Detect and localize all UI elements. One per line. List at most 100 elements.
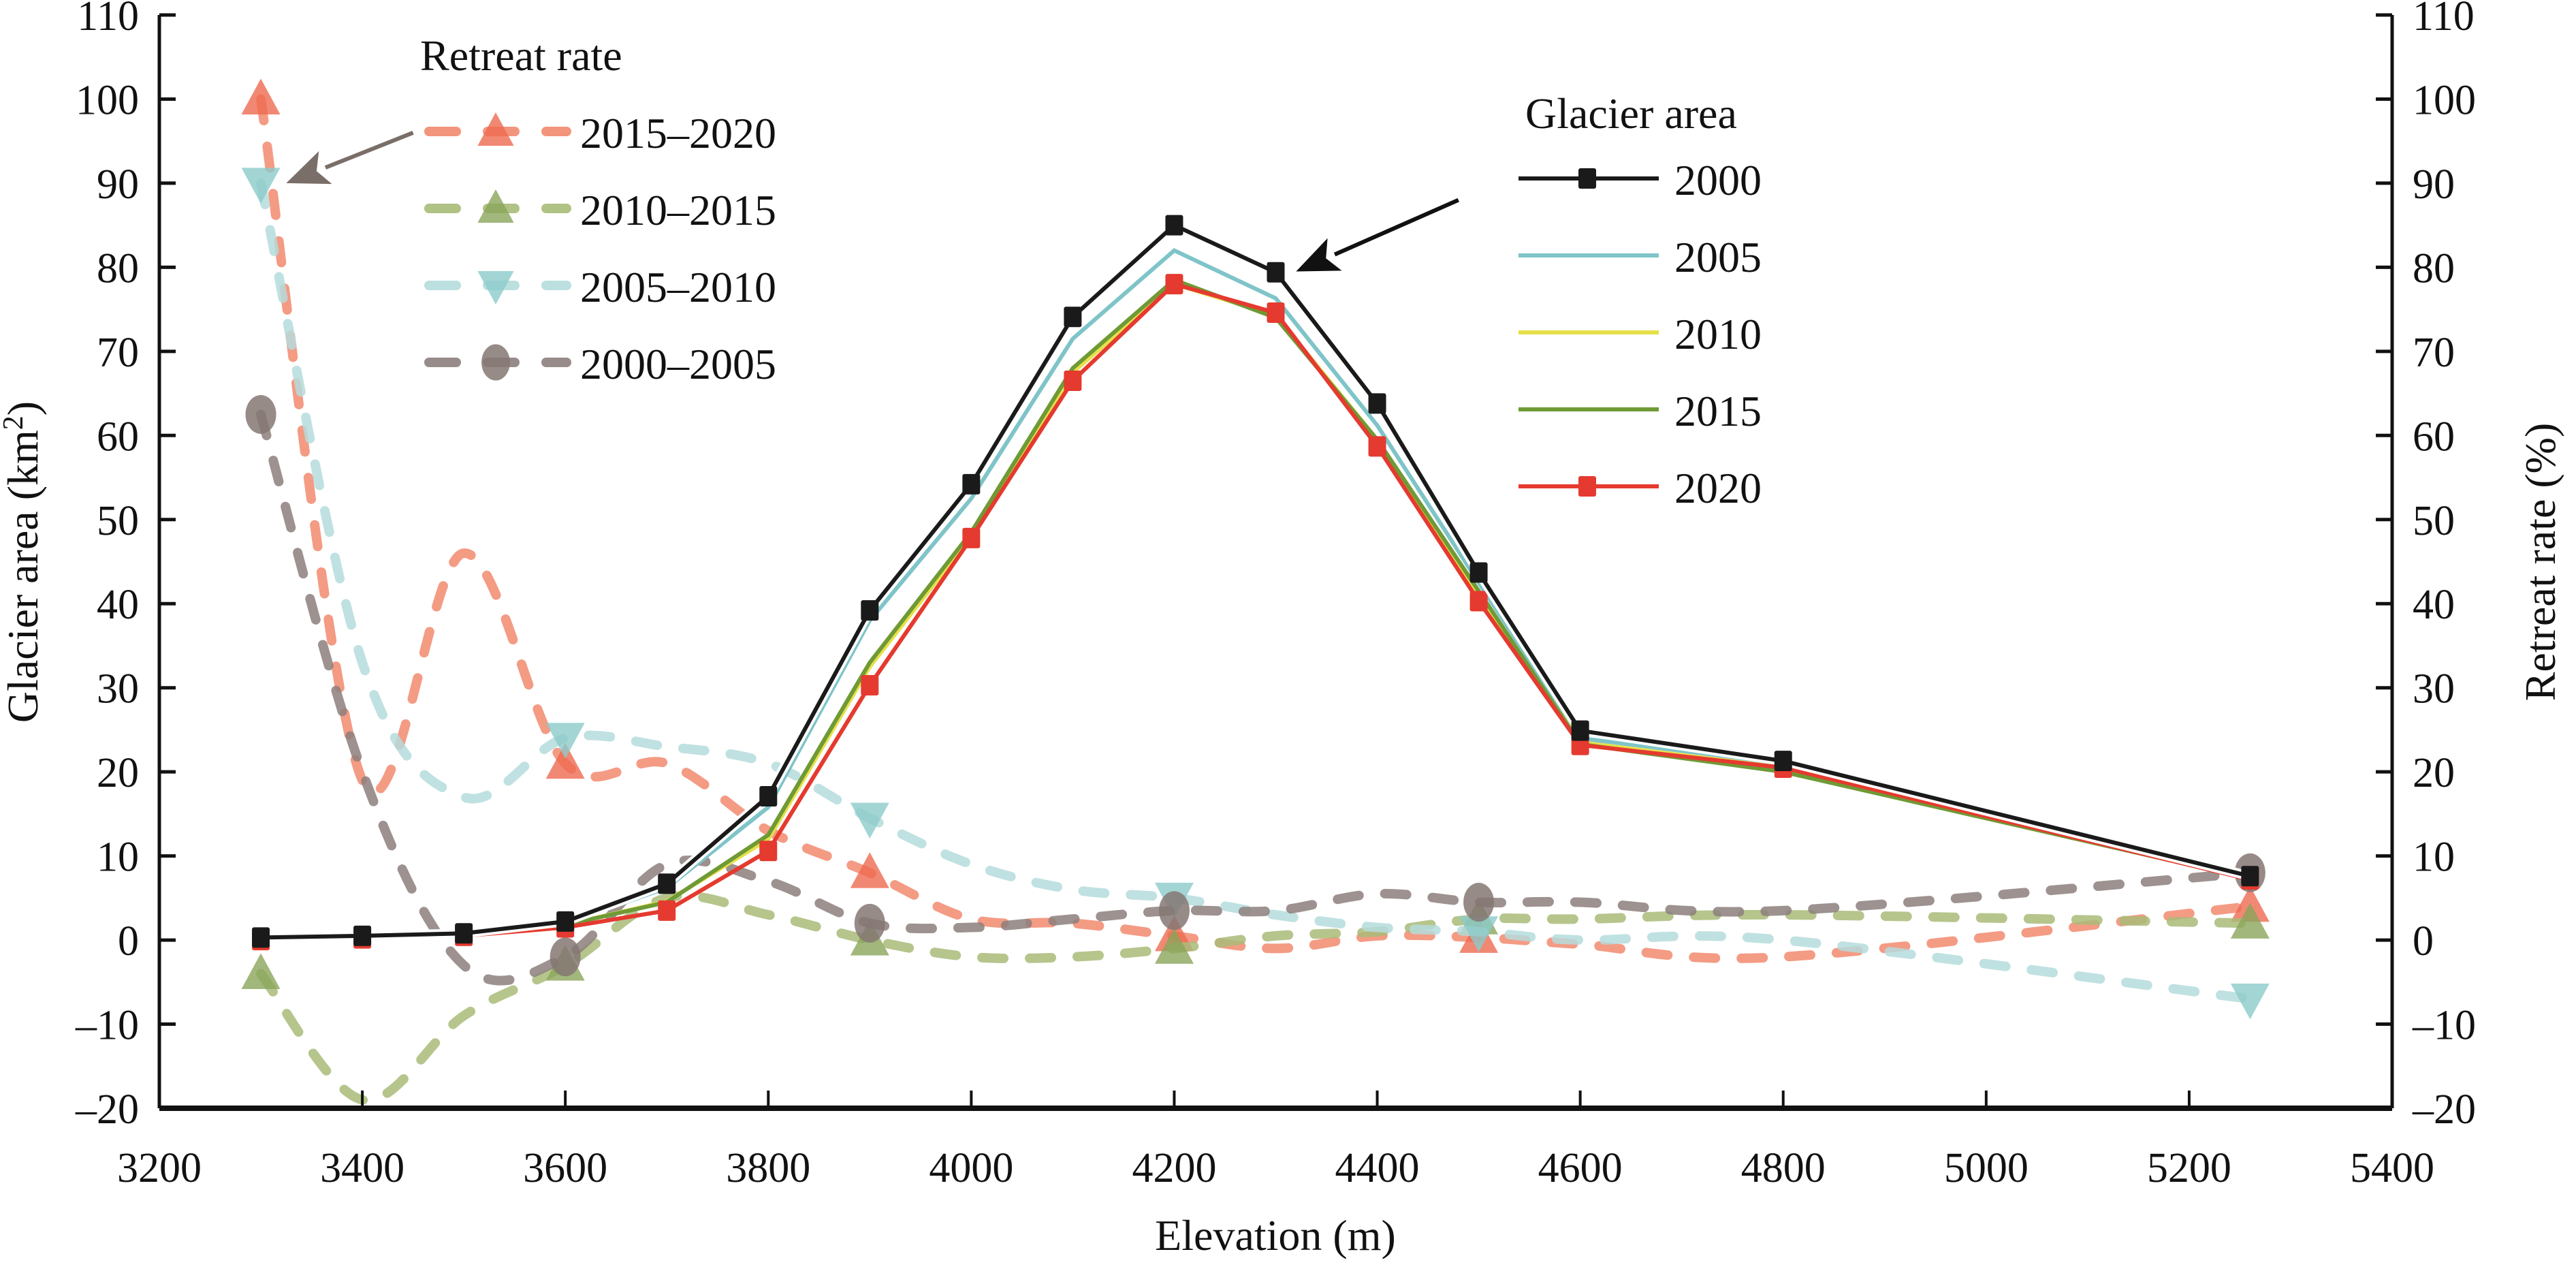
y-right-tick-label: 30 (2413, 666, 2455, 712)
area-point (1165, 274, 1183, 295)
legend-area-label: 2020 (1674, 464, 1762, 512)
y-left-tick-label: 50 (97, 498, 139, 544)
x-tick-label: 4600 (1538, 1145, 1623, 1191)
legend-marker (481, 344, 510, 381)
rate-series-2015–2020 (241, 78, 2270, 963)
y-right-tick-label: 10 (2413, 834, 2455, 881)
area-line (260, 281, 2251, 941)
legend-marker (477, 189, 514, 223)
axes: 3200 3400 3600 3800 4000 4200 4400 4600 4800 5000… (75, 0, 2476, 1191)
legend-marker (477, 271, 514, 304)
area-series-2020 (252, 274, 2259, 951)
area-point (861, 600, 879, 621)
y-left-tick-label: 30 (97, 666, 139, 712)
area-point (1774, 751, 1792, 772)
legend-area-label: 2005 (1674, 233, 1762, 281)
y-right-tick-label: 110 (2413, 0, 2475, 40)
legend-rate-item: 2000–2005 (424, 340, 776, 388)
legend-retreat-rate: Retreat rate 2015–2020 2010–2015 2005–2010… (420, 31, 776, 388)
area-point (1571, 720, 1589, 741)
y-left-tick-label: 20 (97, 750, 139, 796)
x-tick-label: 3200 (117, 1145, 202, 1191)
legend-area-item: 2005 (1518, 233, 1762, 281)
area-point (2241, 866, 2259, 887)
area-point (1267, 302, 1285, 324)
rate-point (1459, 916, 1499, 952)
area-series-2000 (252, 215, 2259, 948)
x-tick-label: 3600 (523, 1145, 607, 1191)
area-point (658, 900, 676, 921)
legend-rate-item: 2005–2010 (424, 263, 776, 311)
annotation-arrow-head (286, 151, 332, 185)
rate-line (256, 409, 2255, 986)
area-point (455, 923, 473, 944)
area-series-2005 (260, 248, 2251, 941)
area-series-2015 (260, 277, 2251, 941)
y-left-tick-label: 60 (97, 413, 139, 460)
rate-series-2000–2005 (245, 394, 2265, 986)
y-right-tick-label: 20 (2413, 750, 2455, 796)
y-axis-left-title: Glacier area (km2) (0, 401, 47, 723)
area-series-2010 (260, 281, 2251, 941)
glacier-area-layer (252, 215, 2259, 951)
area-point (353, 925, 372, 946)
legend-area-label: 2015 (1674, 387, 1762, 435)
legend-rate-title: Retreat rate (420, 31, 622, 80)
area-line (260, 248, 2251, 941)
y-right-tick-label: –20 (2412, 1086, 2476, 1133)
legend-rate-label: 2005–2010 (580, 263, 776, 311)
y-left-tick-label: 80 (97, 245, 139, 292)
area-point (962, 473, 981, 495)
rate-point (241, 953, 281, 989)
area-point (962, 527, 981, 548)
x-tick-label: 3800 (726, 1145, 810, 1191)
y-left-title-sup: 2 (0, 416, 29, 430)
rate-point (1463, 883, 1495, 922)
area-point (1064, 307, 1082, 328)
area-point (252, 927, 270, 948)
area-point (1368, 393, 1386, 414)
rate-point (2230, 903, 2270, 939)
rate-point (241, 168, 281, 204)
legend-rate-item: 2010–2015 (424, 186, 776, 234)
y-right-tick-label: 60 (2413, 413, 2455, 460)
annotation-arrow-line (324, 131, 414, 170)
rate-point (1154, 928, 1194, 964)
y-left-tick-label: 90 (97, 161, 139, 208)
rate-point (545, 742, 585, 779)
x-tick-label: 5200 (2147, 1145, 2231, 1191)
legend-marker (477, 112, 514, 146)
rate-point (245, 394, 276, 434)
x-tick-label: 5000 (1944, 1145, 2029, 1191)
y-left-tick-label: 0 (118, 918, 139, 965)
area-line (260, 281, 2251, 943)
area-point (658, 873, 676, 894)
x-tick-label: 4000 (929, 1145, 1013, 1191)
area-point (1368, 436, 1386, 457)
rate-series-2005–2010 (241, 168, 2270, 1020)
legend-area-item: 2010 (1518, 310, 1762, 358)
area-line-halo (260, 219, 2252, 943)
x-tick-label: 4200 (1132, 1145, 1216, 1191)
y-left-title-close: ) (0, 401, 47, 416)
area-point (1165, 215, 1183, 236)
area-point (1469, 562, 1488, 583)
rate-point (545, 723, 585, 759)
y-left-tick-label: –10 (75, 1003, 139, 1049)
y-axis-right-title: Retreat rate (%) (2516, 423, 2564, 702)
y-right-tick-label: 90 (2413, 161, 2455, 208)
area-point (1064, 371, 1082, 392)
area-point (861, 674, 879, 695)
rate-point (1158, 891, 1190, 930)
area-line (260, 277, 2251, 941)
rate-point (850, 852, 889, 888)
legend-rate-label: 2010–2015 (580, 186, 776, 234)
x-tick-label: 5400 (2350, 1145, 2434, 1191)
x-tick-label: 4800 (1741, 1145, 1826, 1191)
legend-area-item: 2000 (1518, 156, 1762, 204)
legend-rate-label: 2015–2020 (580, 109, 776, 157)
legend-area-item: 2020 (1518, 464, 1762, 512)
x-tick-label: 3400 (320, 1145, 404, 1191)
svg-text:Glacier area (km2): Glacier area (km2) (0, 401, 47, 723)
y-right-tick-label: 0 (2413, 918, 2434, 965)
